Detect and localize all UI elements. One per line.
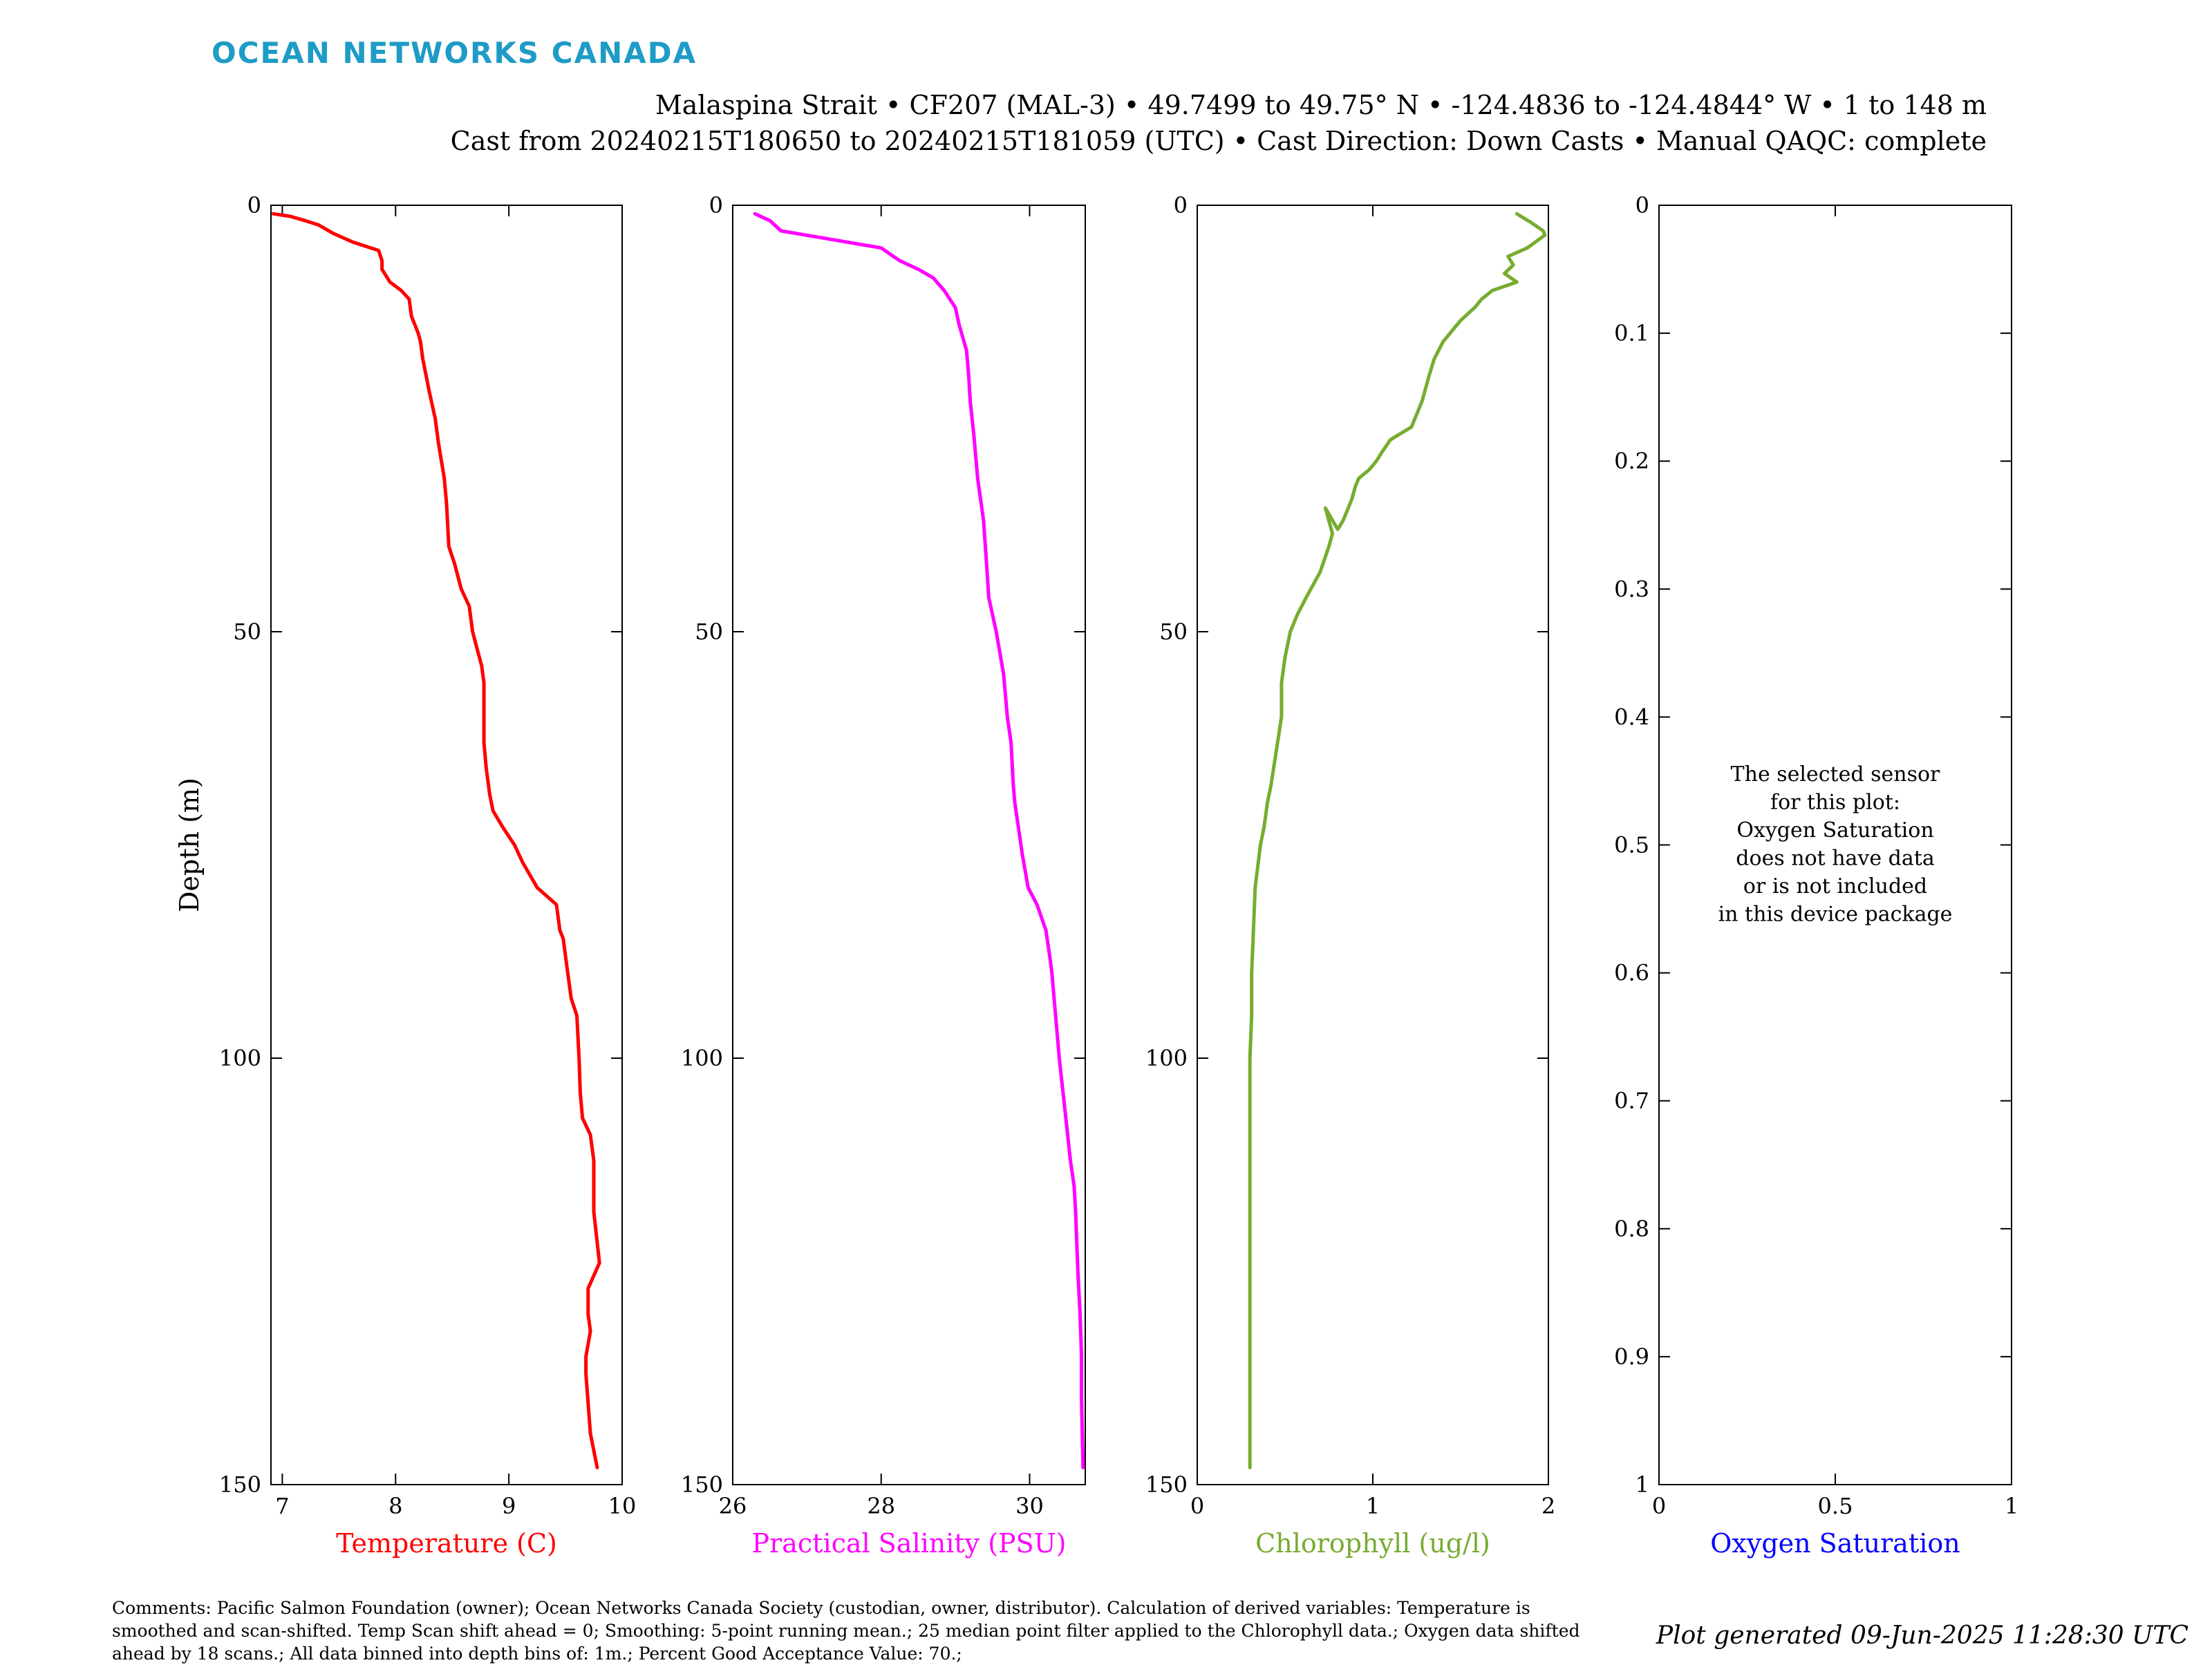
x-axis-label: Practical Salinity (PSU) [752, 1528, 1067, 1559]
y-tick-label: 50 [1159, 619, 1188, 645]
y-tick-label: 100 [681, 1045, 723, 1071]
x-tick-label: 7 [275, 1493, 289, 1519]
x-tick-label: 30 [1015, 1493, 1044, 1519]
x-axis-label: Temperature (C) [336, 1528, 557, 1559]
x-tick-label: 26 [719, 1493, 747, 1519]
x-tick-label: 1 [1366, 1493, 1380, 1519]
y-tick-label: 0.6 [1614, 960, 1649, 986]
no-data-annotation-line: Oxygen Saturation [1736, 818, 1933, 843]
x-tick-label: 2 [1541, 1493, 1555, 1519]
y-tick-label: 0 [709, 192, 723, 218]
x-tick-label: 28 [867, 1493, 895, 1519]
y-tick-label: 0.5 [1614, 832, 1649, 858]
y-tick-label: 0 [1174, 192, 1188, 218]
no-data-annotation-line: The selected sensor [1731, 762, 1940, 787]
y-tick-label: 0.1 [1614, 320, 1649, 346]
y-tick-label: 100 [219, 1045, 261, 1071]
y-tick-label: 0.4 [1614, 704, 1649, 730]
y-tick-label: 150 [681, 1471, 723, 1498]
comments-text: Comments: Pacific Salmon Foundation (own… [112, 1598, 1580, 1664]
x-axis-label: Chlorophyll (ug/l) [1255, 1528, 1490, 1559]
y-tick-label: 0.9 [1614, 1344, 1649, 1370]
y-tick-label: 1 [1635, 1471, 1649, 1498]
y-tick-label: 50 [695, 619, 723, 645]
x-axis-label: Oxygen Saturation [1710, 1528, 1960, 1559]
series-line-temperature [271, 211, 601, 1469]
x-tick-label: 0 [1190, 1493, 1204, 1519]
x-tick-label: 10 [608, 1493, 637, 1519]
series-line-chlorophyll [1248, 211, 1547, 1469]
x-tick-label: 0.5 [1818, 1493, 1853, 1519]
series-line-salinity [753, 211, 1085, 1469]
x-tick-label: 0 [1652, 1493, 1666, 1519]
no-data-annotation-line: in this device package [1718, 903, 1953, 927]
y-tick-label: 0.7 [1614, 1088, 1649, 1114]
y-tick-label: 100 [1145, 1045, 1188, 1071]
plot-frame-2 [732, 205, 1086, 1485]
y-tick-label: 150 [1145, 1471, 1188, 1498]
header-cast-line: Cast from 20240215T180650 to 20240215T18… [450, 126, 1987, 156]
brand-logo-text: OCEAN NETWORKS CANADA [212, 36, 697, 70]
x-tick-label: 8 [388, 1493, 402, 1519]
no-data-annotation-line: or is not included [1743, 874, 1927, 899]
y-tick-label: 150 [219, 1471, 261, 1498]
y-tick-label: 0 [247, 192, 261, 218]
y-tick-label: 50 [233, 619, 261, 645]
plot-generated-timestamp: Plot generated 09-Jun-2025 11:28:30 UTC [1656, 1621, 2188, 1650]
header-location-line: Malaspina Strait • CF207 (MAL-3) • 49.74… [655, 90, 1987, 120]
plot-frame-4 [1658, 205, 2012, 1485]
y-tick-label: 0.8 [1614, 1216, 1649, 1242]
x-tick-label: 9 [502, 1493, 516, 1519]
y-tick-label: 0 [1635, 192, 1649, 218]
no-data-annotation-line: for this plot: [1770, 791, 1900, 815]
y-axis-label: Depth (m) [174, 778, 205, 912]
y-tick-label: 0.2 [1614, 448, 1649, 474]
y-tick-label: 0.3 [1614, 576, 1649, 602]
plot-frame-1 [270, 205, 623, 1485]
x-tick-label: 1 [2005, 1493, 2018, 1519]
no-data-annotation-line: does not have data [1736, 847, 1935, 871]
